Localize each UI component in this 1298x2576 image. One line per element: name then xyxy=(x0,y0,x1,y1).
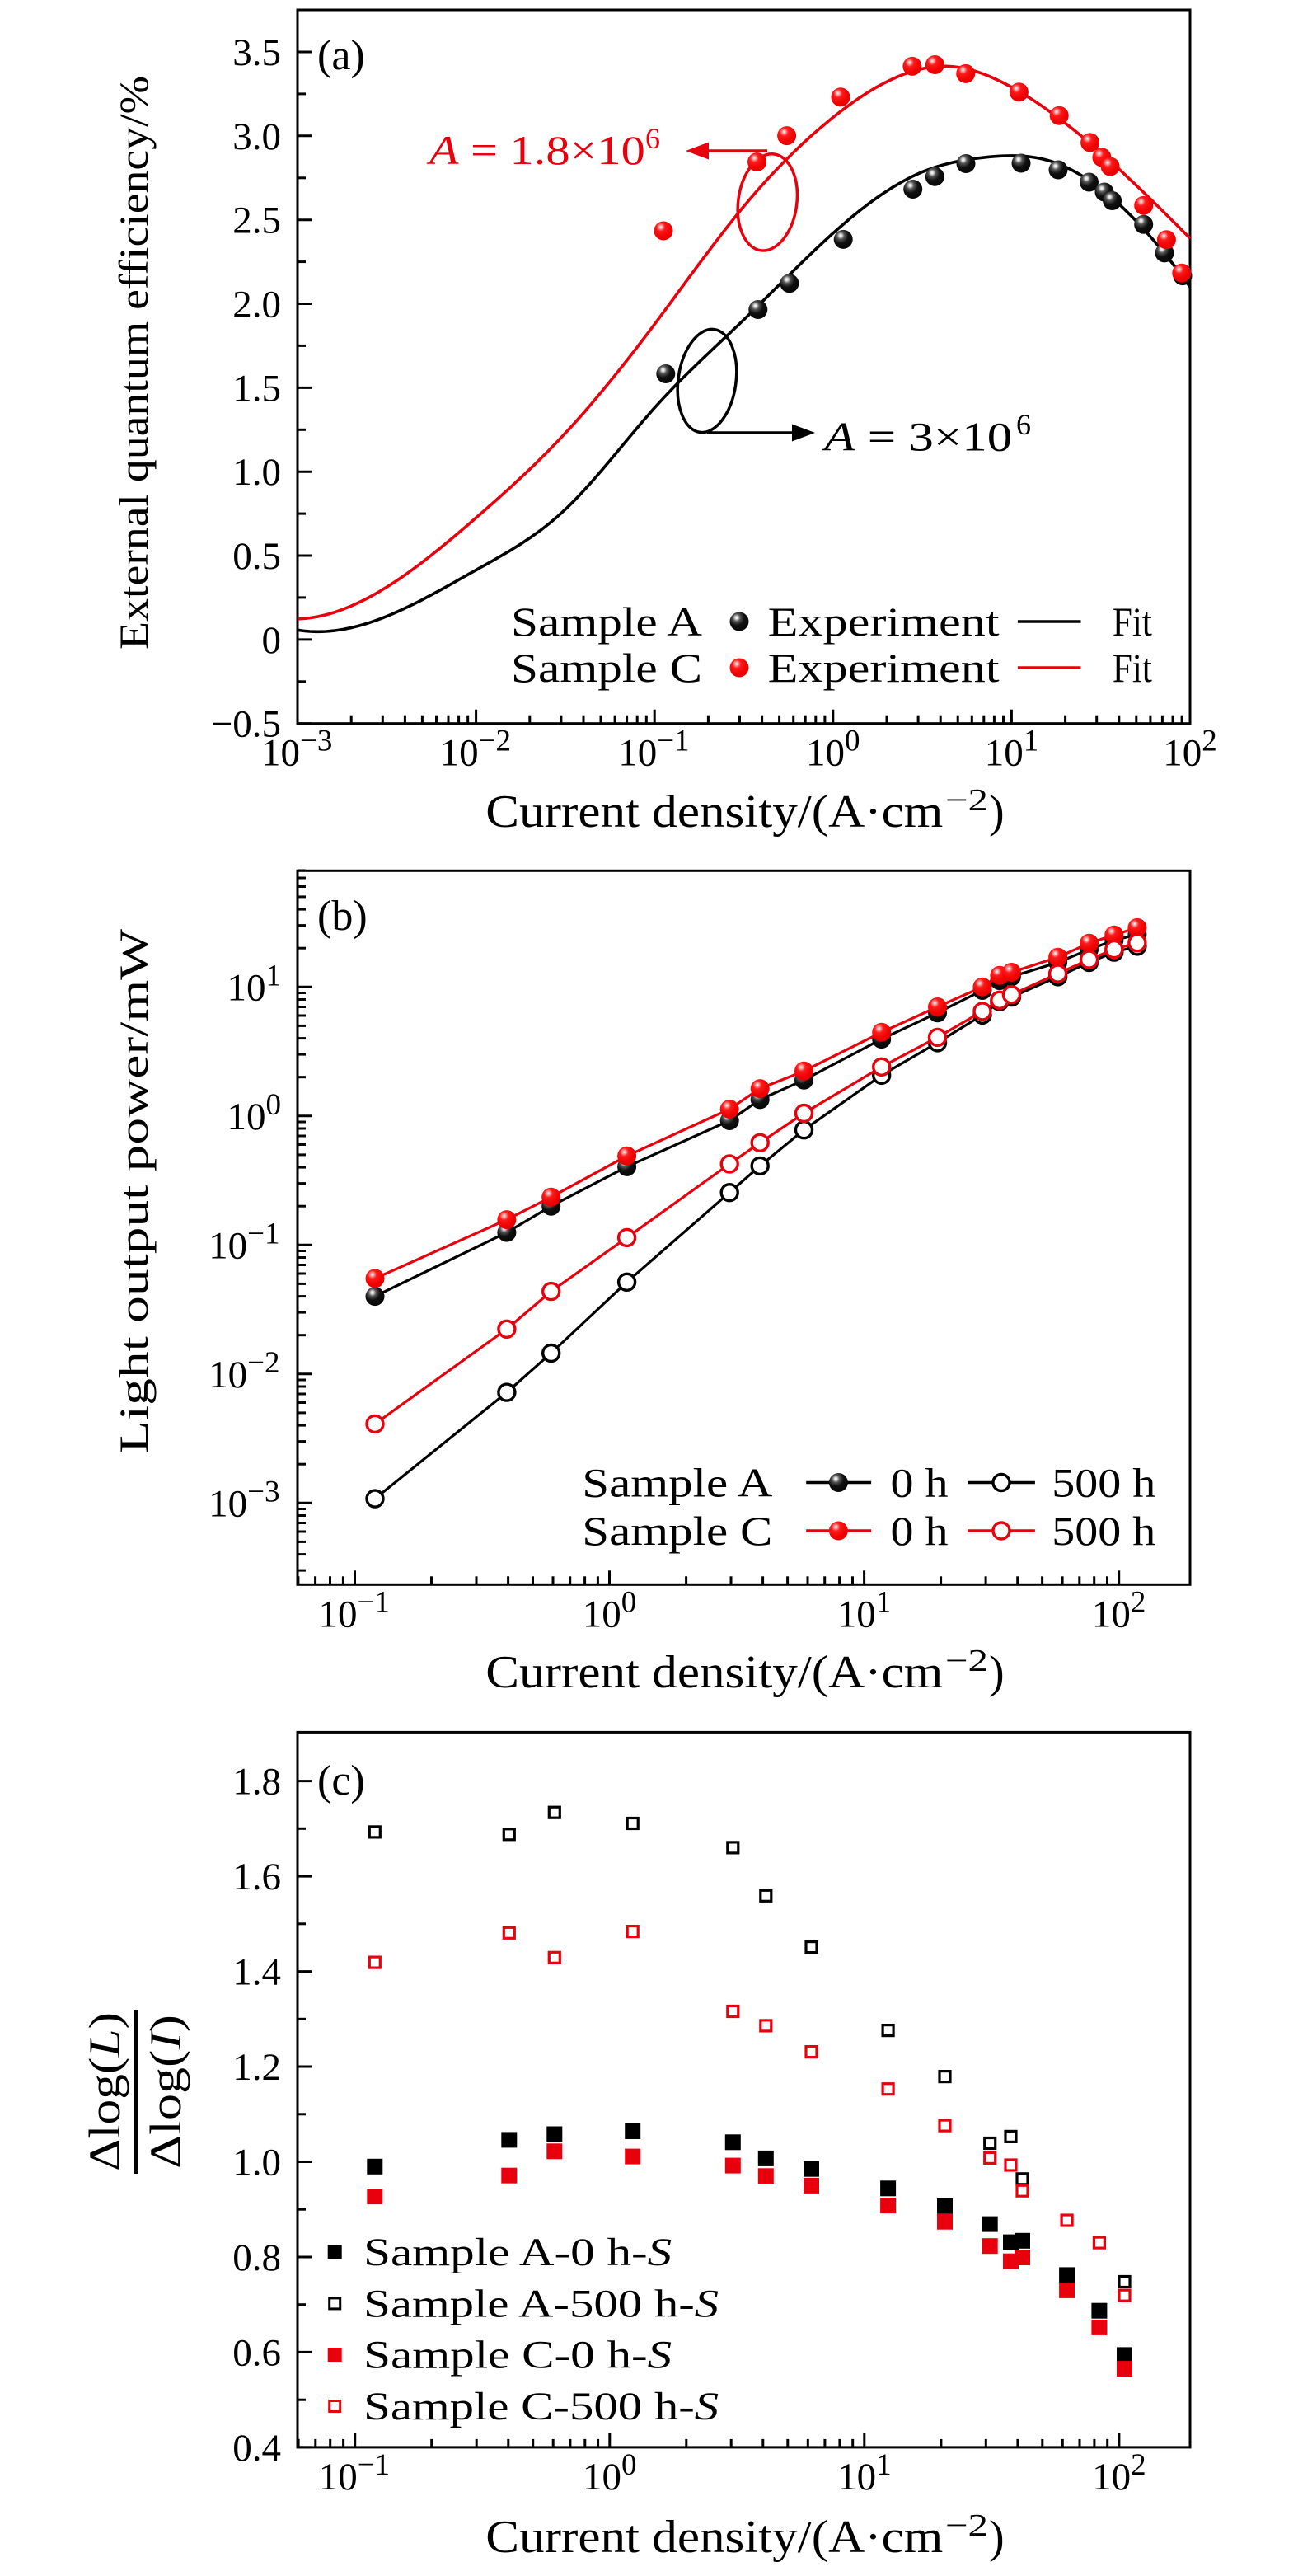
svg-text:Sample A: Sample A xyxy=(511,598,702,645)
svg-text:1: 1 xyxy=(266,959,282,992)
svg-text:Sample C: Sample C xyxy=(582,1508,772,1554)
svg-text:0 h: 0 h xyxy=(891,1508,949,1554)
svg-text:−1: −1 xyxy=(657,725,689,758)
svg-text:10: 10 xyxy=(227,1096,266,1138)
svg-text:3.0: 3.0 xyxy=(232,115,281,158)
svg-text:): ) xyxy=(989,786,1005,838)
svg-text:Current density/(A·cm: Current density/(A·cm xyxy=(485,786,943,838)
svg-text:): ) xyxy=(989,1647,1005,1698)
svg-text:Current density/(A·cm: Current density/(A·cm xyxy=(485,2512,943,2563)
svg-text:6: 6 xyxy=(1016,408,1031,441)
svg-text:10: 10 xyxy=(319,2456,358,2499)
svg-text:2: 2 xyxy=(1131,1585,1146,1619)
svg-text:−0.5: −0.5 xyxy=(211,703,281,746)
svg-text:A = 1.8×10: A = 1.8×10 xyxy=(426,127,645,173)
svg-text:−3: −3 xyxy=(247,1475,279,1509)
svg-text:Fit: Fit xyxy=(1113,598,1152,645)
svg-text:0 h: 0 h xyxy=(891,1460,949,1506)
svg-text:10: 10 xyxy=(618,732,657,775)
svg-text:(a): (a) xyxy=(317,32,365,79)
svg-text:10: 10 xyxy=(440,732,479,775)
svg-text:Current density/(A·cm: Current density/(A·cm xyxy=(485,1647,943,1698)
svg-text:External quantum efficiency/%: External quantum efficiency/% xyxy=(110,76,157,650)
svg-text:Sample C: Sample C xyxy=(511,645,702,691)
svg-text:1: 1 xyxy=(1024,725,1039,758)
svg-text:6: 6 xyxy=(645,122,660,155)
svg-text:1: 1 xyxy=(876,2448,892,2482)
svg-text:2.5: 2.5 xyxy=(232,199,281,242)
svg-text:−2: −2 xyxy=(247,1346,279,1380)
svg-text:1.5: 1.5 xyxy=(232,367,281,410)
svg-text:Δlog(I): Δlog(I) xyxy=(141,2015,190,2169)
svg-text:0.6: 0.6 xyxy=(232,2331,281,2374)
svg-text:Sample A-500 h-S: Sample A-500 h- S xyxy=(363,2282,719,2325)
svg-text:10: 10 xyxy=(209,1354,247,1396)
svg-text:10: 10 xyxy=(583,1593,621,1635)
svg-text:10: 10 xyxy=(319,1593,358,1635)
svg-text:2.0: 2.0 xyxy=(232,284,281,326)
svg-text:10: 10 xyxy=(209,1482,247,1525)
svg-text:Sample C-500 h-S: Sample C-500 h- S xyxy=(363,2385,719,2428)
svg-text:−1: −1 xyxy=(358,1585,390,1619)
svg-text:−3: −3 xyxy=(300,725,332,758)
svg-text:Δlog(L): Δlog(L) xyxy=(80,2012,129,2171)
svg-text:Experiment: Experiment xyxy=(768,598,1000,645)
svg-text:2: 2 xyxy=(1131,2448,1146,2482)
svg-text:10: 10 xyxy=(806,732,845,775)
svg-text:0: 0 xyxy=(621,1585,637,1619)
svg-text:Light output power/mW: Light output power/mW xyxy=(110,928,157,1453)
svg-text:2: 2 xyxy=(1202,725,1217,758)
svg-text:A = 3×10: A = 3×10 xyxy=(822,414,1013,460)
svg-text:−1: −1 xyxy=(247,1217,279,1250)
svg-text:1.6: 1.6 xyxy=(232,1856,281,1898)
svg-text:10: 10 xyxy=(985,732,1024,775)
svg-text:Experiment: Experiment xyxy=(768,645,1000,691)
svg-text:500 h: 500 h xyxy=(1052,1460,1155,1506)
svg-text:(b): (b) xyxy=(317,893,368,940)
svg-text:1: 1 xyxy=(876,1585,892,1619)
svg-text:−2: −2 xyxy=(945,1644,988,1678)
svg-text:−2: −2 xyxy=(945,2508,988,2543)
svg-text:−2: −2 xyxy=(479,725,511,758)
svg-text:3.5: 3.5 xyxy=(232,31,281,74)
svg-text:Sample A-0 h-S: Sample A-0 h- S xyxy=(363,2231,672,2274)
svg-text:1.0: 1.0 xyxy=(232,451,281,494)
svg-text:10: 10 xyxy=(261,732,300,775)
svg-text:10: 10 xyxy=(583,2456,621,2499)
svg-text:10: 10 xyxy=(837,1593,876,1635)
svg-text:−1: −1 xyxy=(358,2448,390,2482)
svg-text:Sample A: Sample A xyxy=(582,1460,772,1506)
svg-text:0.5: 0.5 xyxy=(232,535,281,578)
svg-text:): ) xyxy=(989,2512,1005,2563)
svg-text:Fit: Fit xyxy=(1113,645,1152,691)
svg-text:10: 10 xyxy=(1092,1593,1131,1635)
svg-text:−2: −2 xyxy=(945,783,988,818)
svg-text:10: 10 xyxy=(1092,2456,1131,2499)
svg-text:10: 10 xyxy=(227,966,266,1009)
svg-text:0.8: 0.8 xyxy=(232,2236,281,2279)
svg-text:Sample C-0 h-S: Sample C-0 h- S xyxy=(363,2334,672,2377)
svg-text:0: 0 xyxy=(845,725,860,758)
svg-text:500 h: 500 h xyxy=(1052,1508,1155,1554)
svg-text:(c): (c) xyxy=(317,1757,365,1804)
svg-text:1.0: 1.0 xyxy=(232,2142,281,2184)
svg-text:0: 0 xyxy=(621,2448,637,2482)
svg-text:1.2: 1.2 xyxy=(232,2046,281,2089)
svg-text:10: 10 xyxy=(1163,732,1202,775)
svg-text:0: 0 xyxy=(262,619,282,662)
svg-text:10: 10 xyxy=(837,2456,876,2499)
svg-text:0: 0 xyxy=(266,1088,282,1122)
svg-text:1.4: 1.4 xyxy=(232,1951,281,1994)
svg-text:10: 10 xyxy=(209,1224,247,1267)
svg-text:0.4: 0.4 xyxy=(232,2427,281,2470)
svg-text:1.8: 1.8 xyxy=(232,1761,281,1804)
